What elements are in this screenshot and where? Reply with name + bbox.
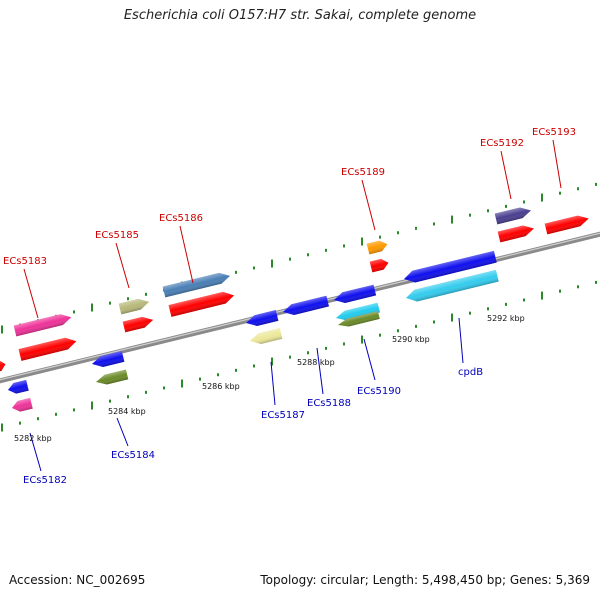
- reverse-gene-leader: [363, 338, 376, 381]
- forward-gene-label[interactable]: ECs5186: [159, 213, 203, 224]
- gene-feature[interactable]: [249, 328, 283, 346]
- gene-feature[interactable]: [95, 369, 129, 387]
- genome-summary-text: Topology: circular; Length: 5,498,450 bp…: [260, 573, 590, 587]
- gene-feature[interactable]: [497, 223, 536, 243]
- gene-arrow-shading: [122, 316, 154, 333]
- gene-arrow-shading: [0, 360, 6, 374]
- gene-arrow-shading: [366, 240, 388, 255]
- scale-label: 5286 kbp: [202, 382, 240, 391]
- forward-gene-leader: [500, 150, 512, 200]
- gene-feature[interactable]: [405, 269, 499, 304]
- gene-feature[interactable]: [333, 284, 377, 306]
- reverse-gene-label[interactable]: ECs5187: [261, 410, 305, 421]
- gene-arrow-shading: [12, 397, 33, 412]
- forward-gene-label[interactable]: ECs5192: [480, 138, 524, 149]
- gene-arrow-shading: [406, 269, 499, 302]
- reverse-gene-leader: [116, 417, 129, 447]
- gene-feature[interactable]: [7, 379, 29, 395]
- gene-feature[interactable]: [282, 295, 329, 318]
- forward-gene-leader: [361, 179, 376, 231]
- gene-feature[interactable]: [0, 359, 7, 374]
- forward-gene-leader: [552, 139, 562, 189]
- reverse-gene-leader: [316, 347, 324, 395]
- gene-arrow-shading: [18, 337, 77, 361]
- gene-features[interactable]: [0, 205, 590, 413]
- gene-feature[interactable]: [366, 239, 389, 255]
- gene-arrow-shading: [246, 310, 279, 326]
- gene-arrow-shading: [162, 272, 231, 298]
- scale-label: 5288 kbp: [297, 358, 335, 367]
- gene-feature[interactable]: [162, 271, 232, 298]
- forward-gene-label[interactable]: ECs5189: [341, 167, 385, 178]
- gene-arrow-shading: [8, 379, 29, 394]
- reverse-gene-leader: [458, 317, 464, 364]
- reverse-gene-leader: [270, 361, 276, 406]
- gene-arrow-shading: [404, 250, 497, 283]
- gene-feature[interactable]: [122, 315, 155, 333]
- scale-label: 5292 kbp: [487, 314, 525, 323]
- gene-arrow-shading: [168, 291, 235, 317]
- reverse-track: [1, 280, 597, 432]
- forward-gene-leader: [179, 225, 194, 284]
- reverse-gene-label[interactable]: ECs5190: [357, 386, 401, 397]
- forward-gene-label[interactable]: ECs5183: [3, 256, 47, 267]
- gene-arrow-shading: [338, 311, 380, 327]
- gene-arrow-shading: [334, 284, 377, 303]
- accession-text: Accession: NC_002695: [9, 573, 146, 587]
- reverse-gene-label[interactable]: ECs5184: [111, 450, 155, 461]
- reverse-gene-label[interactable]: cpdB: [458, 367, 483, 378]
- gene-arrow-shading: [369, 258, 389, 273]
- forward-gene-leader: [115, 242, 130, 289]
- gene-feature[interactable]: [168, 290, 236, 317]
- genome-title: Escherichia coli O157:H7 str. Sakai, com…: [123, 8, 477, 23]
- reverse-gene-label[interactable]: ECs5182: [23, 475, 67, 486]
- gene-arrow-shading: [250, 328, 283, 344]
- gene-callouts: ECs5183 ECs5185 ECs5186 ECs5189 ECs5192 ECs51…: [3, 127, 576, 486]
- scale-bar: 5282 kbp 5284 kbp 5286 kbp 5288 kbp 5290 kbp…: [14, 314, 525, 443]
- gene-feature[interactable]: [335, 302, 380, 323]
- reverse-gene-leader: [29, 432, 42, 472]
- gene-feature[interactable]: [11, 397, 33, 413]
- forward-gene-label[interactable]: ECs5193: [532, 127, 576, 138]
- gene-feature[interactable]: [18, 335, 78, 361]
- gene-arrow-shading: [544, 215, 589, 235]
- gene-arrow-shading: [96, 369, 129, 385]
- forward-gene-label[interactable]: ECs5185: [95, 230, 139, 241]
- gene-feature[interactable]: [337, 311, 380, 329]
- gene-arrow-shading: [118, 298, 150, 315]
- gene-feature[interactable]: [369, 257, 390, 273]
- gene-arrow-shading: [92, 351, 125, 367]
- gene-feature[interactable]: [13, 312, 73, 337]
- scale-label: 5290 kbp: [392, 335, 430, 344]
- scale-label: 5282 kbp: [14, 434, 52, 443]
- gene-arrow-shading: [336, 302, 380, 321]
- gene-feature[interactable]: [544, 213, 590, 235]
- gene-arrow-shading: [497, 225, 534, 243]
- gene-arrow-shading: [13, 314, 72, 337]
- gene-feature[interactable]: [494, 205, 533, 225]
- gene-feature[interactable]: [118, 297, 151, 315]
- gene-feature[interactable]: [245, 310, 279, 328]
- gene-feature[interactable]: [91, 351, 125, 369]
- gene-arrow-shading: [283, 295, 329, 315]
- gene-feature[interactable]: [403, 250, 497, 285]
- forward-gene-leader: [23, 268, 39, 319]
- reverse-gene-label[interactable]: ECs5188: [307, 398, 351, 409]
- scale-label: 5284 kbp: [108, 407, 146, 416]
- gene-arrow-shading: [494, 207, 531, 225]
